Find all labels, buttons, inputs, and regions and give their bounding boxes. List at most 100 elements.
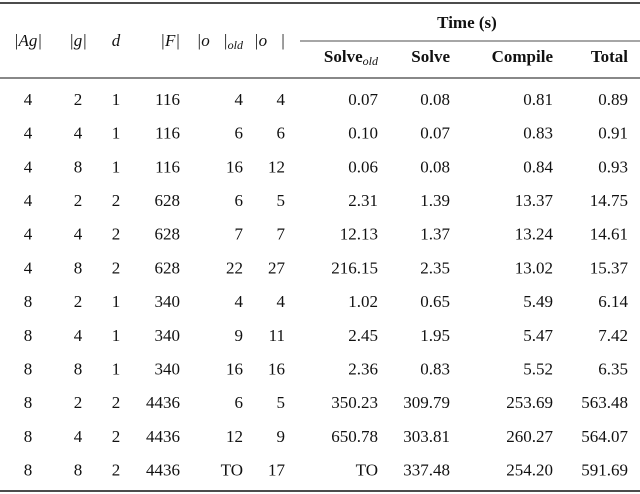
- cell: 8: [74, 258, 83, 277]
- column-header: Solveold: [324, 47, 379, 68]
- column-header: Total: [591, 47, 628, 66]
- cell: 1: [112, 360, 121, 379]
- cell: 563.48: [581, 393, 628, 412]
- cell: 303.81: [403, 427, 450, 446]
- cell: 591.69: [581, 461, 628, 480]
- cell: 8: [24, 461, 33, 480]
- cell: 9: [235, 326, 244, 345]
- cell: 14.75: [590, 191, 628, 210]
- cell: 5.47: [523, 326, 553, 345]
- cell: 2.36: [348, 360, 378, 379]
- cell: 8: [24, 360, 33, 379]
- cell: 2: [112, 427, 121, 446]
- cell: 6: [277, 124, 286, 143]
- cell: 1: [112, 157, 121, 176]
- cell: 5: [277, 191, 286, 210]
- cell: 0.91: [598, 124, 628, 143]
- cell: 6: [235, 393, 244, 412]
- cell: 22: [226, 258, 243, 277]
- cell: 4: [24, 191, 33, 210]
- cell: 12: [226, 427, 243, 446]
- header-text: Solve: [324, 47, 363, 66]
- cell: 4: [277, 90, 286, 109]
- cell: 0.08: [420, 157, 450, 176]
- cell: 4: [277, 292, 286, 311]
- cell: 5: [277, 393, 286, 412]
- cell: 0.06: [348, 157, 378, 176]
- header-text: |F|: [160, 31, 180, 50]
- cell: 12.13: [340, 225, 378, 244]
- cell: 0.93: [598, 157, 628, 176]
- cell: 8: [24, 393, 33, 412]
- column-header: |o⃗|old: [197, 31, 244, 52]
- cell: 340: [155, 292, 181, 311]
- cell: 260.27: [506, 427, 553, 446]
- cell: 1.95: [420, 326, 450, 345]
- cell: 116: [155, 124, 180, 143]
- cell: 4: [74, 225, 83, 244]
- cell: 16: [226, 360, 243, 379]
- cell: 4436: [146, 461, 180, 480]
- cell: 216.15: [331, 258, 378, 277]
- cell: 7.42: [598, 326, 628, 345]
- cell: 4436: [146, 393, 180, 412]
- header-text: Solve: [411, 47, 450, 66]
- header-text: Compile: [492, 47, 554, 66]
- cell: 0.83: [523, 124, 553, 143]
- cell: 12: [268, 157, 285, 176]
- cell: 2.31: [348, 191, 378, 210]
- column-header: d: [112, 31, 121, 50]
- cell: 27: [268, 258, 286, 277]
- cell: 4: [24, 157, 33, 176]
- cell: 2: [74, 393, 83, 412]
- cell: 13.02: [515, 258, 553, 277]
- cell: 4: [24, 258, 33, 277]
- cell: 14.61: [590, 225, 628, 244]
- cell: 4: [24, 90, 33, 109]
- cell: 1.37: [420, 225, 450, 244]
- cell: 2: [112, 461, 121, 480]
- cell: 6: [235, 191, 244, 210]
- cell: 0.83: [420, 360, 450, 379]
- cell: 8: [24, 427, 33, 446]
- cell: 340: [155, 360, 181, 379]
- cell: TO: [356, 461, 378, 480]
- cell: 1.39: [420, 191, 450, 210]
- cell: 0.08: [420, 90, 450, 109]
- cell: 254.20: [506, 461, 553, 480]
- cell: 1.02: [348, 292, 378, 311]
- cell: 9: [277, 427, 286, 446]
- cell: 8: [74, 157, 83, 176]
- cell: 5.49: [523, 292, 553, 311]
- cell: 1: [112, 292, 121, 311]
- header-text: |o⃗|: [254, 31, 285, 50]
- cell: 116: [155, 157, 180, 176]
- cell: 15.37: [590, 258, 629, 277]
- cell: 0.07: [348, 90, 378, 109]
- cell: 2.35: [420, 258, 450, 277]
- column-header: |F|: [160, 31, 180, 50]
- header-text: |g|: [69, 31, 87, 50]
- cell: 4: [74, 427, 83, 446]
- cell: 1: [112, 326, 121, 345]
- cell: 337.48: [403, 461, 450, 480]
- cell: 2: [74, 292, 83, 311]
- cell: 4: [24, 124, 33, 143]
- cell: 1: [112, 90, 121, 109]
- cell: 0.84: [523, 157, 553, 176]
- header-text: Total: [591, 47, 628, 66]
- cell: 0.07: [420, 124, 450, 143]
- header-subscript: old: [228, 38, 244, 52]
- column-header: Solve: [411, 47, 450, 66]
- cell: 564.07: [581, 427, 628, 446]
- cell: 628: [155, 258, 181, 277]
- cell: 650.78: [331, 427, 378, 446]
- cell: 2: [112, 393, 121, 412]
- cell: 6.14: [598, 292, 628, 311]
- cell: 6: [235, 124, 244, 143]
- cell: 1: [112, 124, 121, 143]
- cell: 0.10: [348, 124, 378, 143]
- cell: 8: [24, 292, 33, 311]
- cell: 628: [155, 191, 181, 210]
